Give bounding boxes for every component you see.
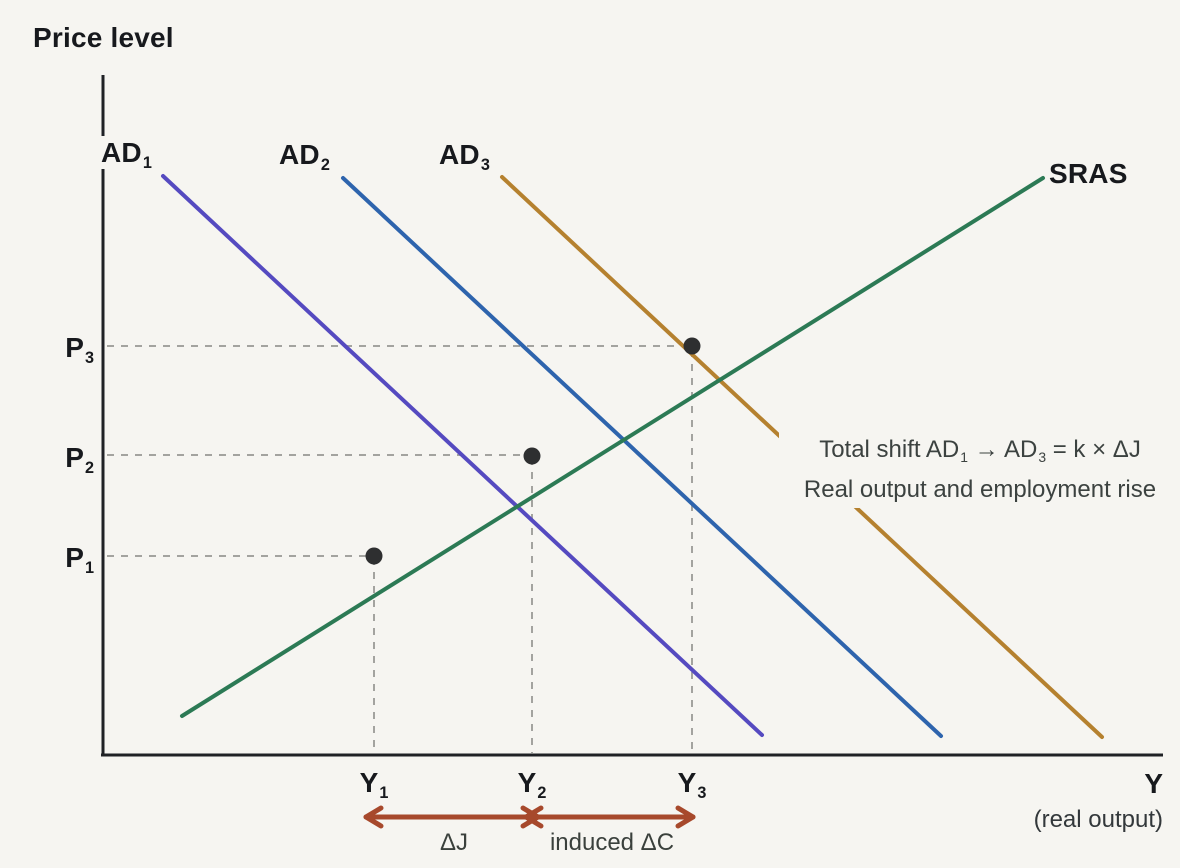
equilibrium-point bbox=[365, 547, 383, 565]
curve-label-ad3-sub: 3 bbox=[480, 155, 491, 174]
ann-part-3: 3 bbox=[1038, 448, 1047, 465]
y2-sub: 2 bbox=[537, 783, 547, 802]
curve-sras bbox=[180, 176, 1045, 718]
p3-sub: 3 bbox=[84, 348, 94, 367]
y2-base: Y bbox=[517, 767, 537, 798]
curve-label-ad1-base: AD bbox=[101, 137, 142, 168]
ann-part-2: → AD bbox=[967, 436, 1038, 463]
p3-base: P bbox=[65, 332, 84, 363]
x-axis-caption: (real output) bbox=[1033, 806, 1163, 833]
p1-sub: 1 bbox=[84, 558, 94, 577]
output-tick-y3: Y3 bbox=[664, 766, 720, 802]
curve-label-ad2-sub: 2 bbox=[320, 155, 331, 174]
ann-part-0: Total shift AD bbox=[819, 436, 960, 463]
arrowhead-right bbox=[675, 805, 696, 829]
curve-label-ad1-sub: 1 bbox=[142, 153, 153, 172]
curve-label-ad3-base: AD bbox=[439, 139, 480, 170]
curve-label-ad2-base: AD bbox=[279, 139, 320, 170]
price-tick-p1: P1 bbox=[48, 541, 94, 577]
curve-label-ad3: AD3 bbox=[439, 138, 491, 174]
output-tick-y2: Y2 bbox=[504, 766, 560, 802]
y3-sub: 3 bbox=[697, 783, 707, 802]
arrowhead-left bbox=[523, 805, 544, 829]
equilibrium-point bbox=[683, 337, 701, 355]
ann-part-1: 1 bbox=[960, 448, 968, 465]
output-tick-y1: Y1 bbox=[346, 766, 402, 802]
price-tick-p3: P3 bbox=[48, 331, 94, 367]
curve-label-ad1: AD1 bbox=[98, 136, 156, 172]
y1-sub: 1 bbox=[379, 783, 389, 802]
curve-ad1 bbox=[161, 174, 764, 737]
x-axis-symbol: Y bbox=[1144, 768, 1163, 799]
y1-base: Y bbox=[359, 767, 379, 798]
ann-part-4: = k × ΔJ bbox=[1046, 436, 1141, 463]
price-tick-p2: P2 bbox=[48, 441, 94, 477]
y-axis-title: Price level bbox=[33, 22, 174, 53]
annotation-line-2: Real output and employment rise bbox=[803, 476, 1157, 503]
curve-label-sras: SRAS bbox=[1049, 158, 1128, 189]
induced-delta-c-label: induced ΔC bbox=[549, 829, 675, 856]
p2-base: P bbox=[65, 442, 84, 473]
arrowhead-left bbox=[363, 805, 384, 829]
curve-label-ad2: AD2 bbox=[279, 138, 331, 174]
delta-j-label: ΔJ bbox=[439, 829, 469, 856]
annotation-line-1: Total shift AD1 → AD3 = k × ΔJ bbox=[783, 431, 1177, 471]
p2-sub: 2 bbox=[84, 458, 94, 477]
curve-ad2 bbox=[341, 176, 943, 738]
annotation-block: Total shift AD1 → AD3 = k × ΔJ Real outp… bbox=[779, 431, 1180, 508]
p1-base: P bbox=[65, 542, 84, 573]
y3-base: Y bbox=[677, 767, 697, 798]
equilibrium-point bbox=[523, 447, 541, 465]
